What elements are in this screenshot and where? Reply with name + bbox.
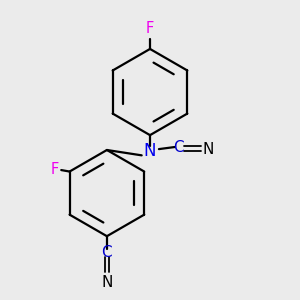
Text: C: C — [102, 245, 112, 260]
Text: N: N — [203, 142, 214, 157]
Text: C: C — [173, 140, 184, 154]
Text: N: N — [144, 142, 156, 160]
Text: F: F — [51, 162, 59, 177]
Text: N: N — [101, 275, 112, 290]
Text: F: F — [146, 22, 154, 37]
